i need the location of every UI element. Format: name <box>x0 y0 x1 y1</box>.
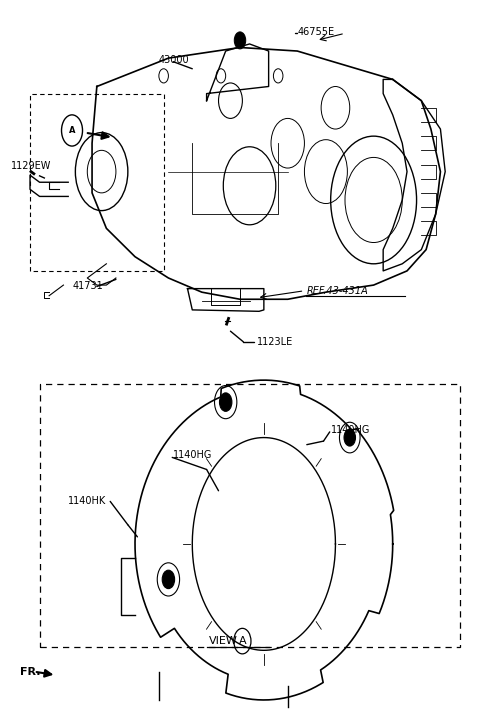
Text: VIEW: VIEW <box>209 636 238 646</box>
Text: 1129EW: 1129EW <box>11 161 51 171</box>
Text: A: A <box>239 636 246 646</box>
Circle shape <box>162 570 175 589</box>
Text: REF.43-431A: REF.43-431A <box>307 286 369 295</box>
Text: 1123LE: 1123LE <box>257 337 293 347</box>
Text: A: A <box>69 126 75 135</box>
Circle shape <box>234 32 246 49</box>
Text: FR.: FR. <box>21 666 41 676</box>
Text: 1140HK: 1140HK <box>68 496 107 506</box>
Text: 41731: 41731 <box>73 281 104 291</box>
Text: 46755E: 46755E <box>297 27 335 37</box>
Text: 43000: 43000 <box>159 55 190 65</box>
Text: 1140HG: 1140HG <box>173 450 213 460</box>
Circle shape <box>344 429 356 446</box>
Text: 1140HG: 1140HG <box>331 426 370 436</box>
Circle shape <box>219 393 232 412</box>
